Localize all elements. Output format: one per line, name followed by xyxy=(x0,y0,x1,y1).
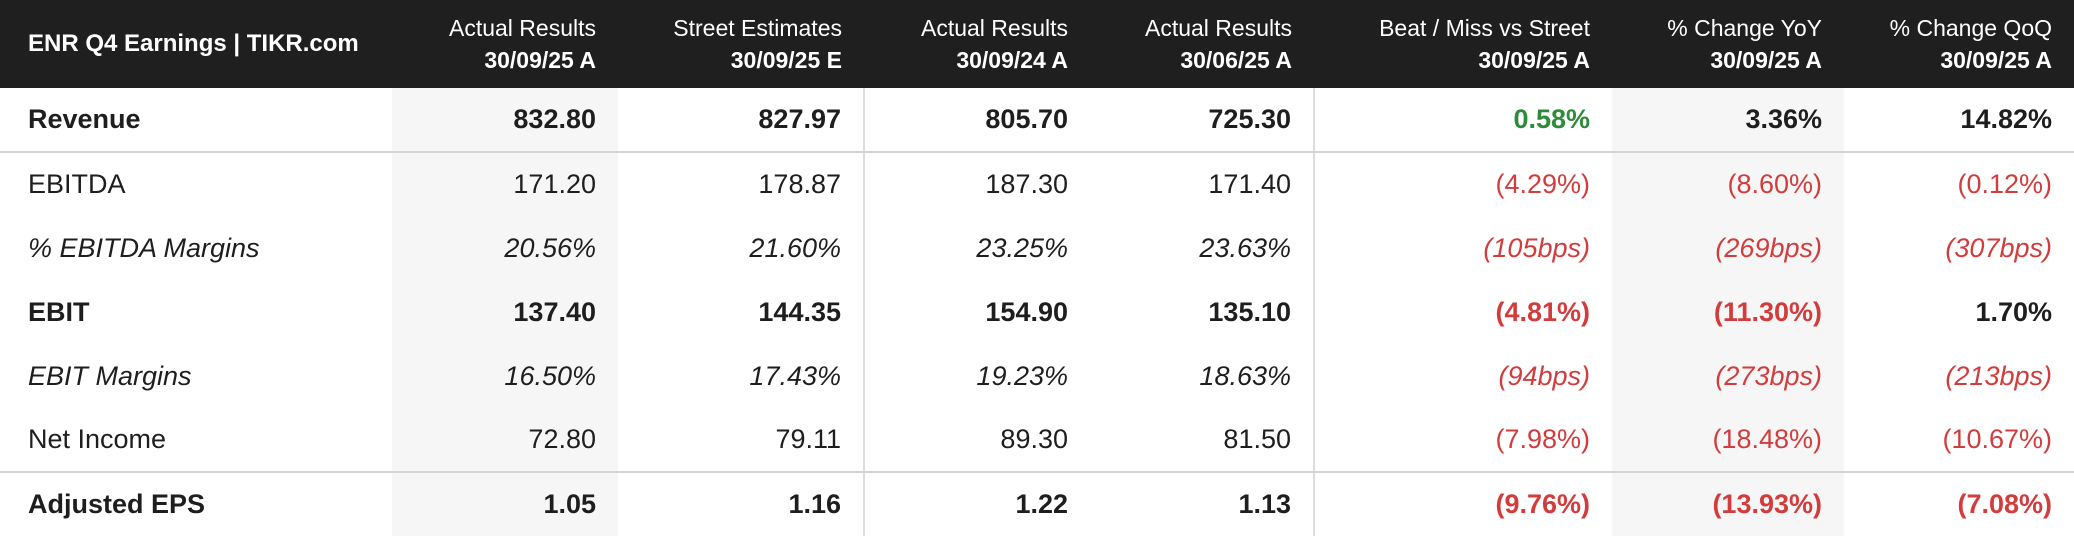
column-label: Actual Results xyxy=(1144,15,1292,41)
column-date: 30/09/25 A xyxy=(1710,47,1822,73)
row-label: EBITDA xyxy=(28,169,126,199)
cell-change-qoq: 14.82% xyxy=(1844,88,2074,153)
cell-actual-current: 16.50% xyxy=(392,344,618,408)
column-date: 30/09/24 A xyxy=(956,47,1068,73)
cell-actual-prior-quarter: 23.63% xyxy=(1199,232,1291,263)
cell-actual-prior-quarter: 171.40 xyxy=(1208,169,1291,199)
column-header: Beat / Miss vs Street 30/09/25 A xyxy=(1314,0,1612,88)
row-label: Revenue xyxy=(0,88,392,153)
cell-actual-prior-quarter: 1.13 xyxy=(1238,489,1291,519)
cell-beat-miss: (9.76%) xyxy=(1313,472,1612,536)
cell-street-estimate: 21.60% xyxy=(749,232,841,263)
cell-beat-miss: (105bps) xyxy=(1313,216,1612,280)
cell-street-estimate: 827.97 xyxy=(618,88,864,153)
table-header: ENR Q4 Earnings | TIKR.com Actual Result… xyxy=(0,0,2074,88)
cell-beat-miss: 0.58% xyxy=(1313,88,1612,153)
column-label: % Change YoY xyxy=(1667,15,1822,41)
header-row: ENR Q4 Earnings | TIKR.com Actual Result… xyxy=(0,0,2074,88)
column-date: 30/09/25 E xyxy=(730,47,842,73)
cell-actual-prior-year: 1.22 xyxy=(863,472,1090,536)
cell-beat-miss: (4.81%) xyxy=(1313,280,1612,344)
table-row-ebit-margins: EBIT Margins 16.50% 17.43% 19.23% 18.63%… xyxy=(0,344,2074,408)
cell-change-yoy: (11.30%) xyxy=(1612,280,1844,344)
cell-change-qoq: (0.12%) xyxy=(1957,169,2052,199)
column-header: % Change QoQ 30/09/25 A xyxy=(1844,0,2074,88)
cell-change-qoq: (10.67%) xyxy=(1844,408,2074,473)
cell-change-qoq: (213bps) xyxy=(1945,360,2052,391)
table-row-adjusted-eps: Adjusted EPS 1.05 1.16 1.22 1.13 (9.76%)… xyxy=(0,472,2074,536)
column-date: 30/09/25 A xyxy=(1478,47,1590,73)
cell-actual-current: 1.05 xyxy=(392,472,618,536)
cell-change-qoq: (7.08%) xyxy=(1957,489,2052,519)
cell-actual-prior-quarter: 135.10 xyxy=(1208,296,1291,327)
column-header: Street Estimates 30/09/25 E xyxy=(618,0,864,88)
cell-actual-prior-year: 89.30 xyxy=(863,408,1090,473)
cell-beat-miss: (7.98%) xyxy=(1313,408,1612,473)
table-row-revenue: Revenue 832.80 827.97 805.70 725.30 0.58… xyxy=(0,88,2074,153)
cell-beat-miss: (4.29%) xyxy=(1313,152,1612,216)
cell-actual-current: 72.80 xyxy=(392,408,618,473)
cell-actual-prior-quarter: 725.30 xyxy=(1090,88,1314,153)
cell-street-estimate: 17.43% xyxy=(749,360,841,391)
cell-actual-prior-quarter: 18.63% xyxy=(1199,360,1291,391)
cell-change-yoy: (13.93%) xyxy=(1612,472,1844,536)
cell-change-yoy: (269bps) xyxy=(1612,216,1844,280)
cell-change-yoy: (8.60%) xyxy=(1612,152,1844,216)
table-row-ebit: EBIT 137.40 144.35 154.90 135.10 (4.81%)… xyxy=(0,280,2074,344)
cell-actual-prior-year: 23.25% xyxy=(863,216,1090,280)
cell-change-yoy: 3.36% xyxy=(1612,88,1844,153)
column-header: Actual Results 30/09/25 A xyxy=(392,0,618,88)
table-body: Revenue 832.80 827.97 805.70 725.30 0.58… xyxy=(0,88,2074,536)
row-label: EBIT Margins xyxy=(28,360,192,391)
cell-change-yoy: (273bps) xyxy=(1612,344,1844,408)
column-label: % Change QoQ xyxy=(1889,15,2052,41)
column-date: 30/09/25 A xyxy=(484,47,596,73)
cell-street-estimate: 79.11 xyxy=(618,408,864,473)
table-row-ebitda: EBITDA 171.20 178.87 187.30 171.40 (4.29… xyxy=(0,152,2074,216)
cell-street-estimate: 178.87 xyxy=(758,169,841,199)
row-label: EBIT xyxy=(28,296,90,327)
column-date: 30/09/25 A xyxy=(1940,47,2052,73)
cell-actual-current: 171.20 xyxy=(392,152,618,216)
cell-actual-current: 832.80 xyxy=(392,88,618,153)
cell-actual-current: 20.56% xyxy=(392,216,618,280)
column-date: 30/06/25 A xyxy=(1180,47,1292,73)
cell-street-estimate: 1.16 xyxy=(788,489,841,519)
table-title: ENR Q4 Earnings | TIKR.com xyxy=(28,30,359,57)
cell-change-yoy: (18.48%) xyxy=(1612,408,1844,473)
cell-beat-miss: (94bps) xyxy=(1313,344,1612,408)
cell-change-qoq: 1.70% xyxy=(1975,296,2052,327)
column-header: Actual Results 30/09/24 A xyxy=(864,0,1090,88)
column-header: Actual Results 30/06/25 A xyxy=(1090,0,1314,88)
cell-actual-prior-quarter: 81.50 xyxy=(1090,408,1314,473)
column-header: % Change YoY 30/09/25 A xyxy=(1612,0,1844,88)
cell-actual-prior-year: 805.70 xyxy=(863,88,1090,153)
row-label: % EBITDA Margins xyxy=(28,232,260,263)
column-label: Actual Results xyxy=(448,15,596,41)
cell-change-qoq: (307bps) xyxy=(1945,232,2052,263)
column-label: Beat / Miss vs Street xyxy=(1379,15,1590,41)
row-label: Adjusted EPS xyxy=(28,489,206,519)
column-label: Actual Results xyxy=(920,15,1068,41)
cell-street-estimate: 144.35 xyxy=(758,296,841,327)
cell-actual-prior-year: 19.23% xyxy=(863,344,1090,408)
column-label: Street Estimates xyxy=(673,15,842,41)
table-row-net-income: Net Income 72.80 79.11 89.30 81.50 (7.98… xyxy=(0,408,2074,473)
cell-actual-current: 137.40 xyxy=(392,280,618,344)
cell-actual-prior-year: 154.90 xyxy=(863,280,1090,344)
table-row-ebitda-margins: % EBITDA Margins 20.56% 21.60% 23.25% 23… xyxy=(0,216,2074,280)
row-label: Net Income xyxy=(0,408,392,473)
cell-actual-prior-year: 187.30 xyxy=(863,152,1090,216)
